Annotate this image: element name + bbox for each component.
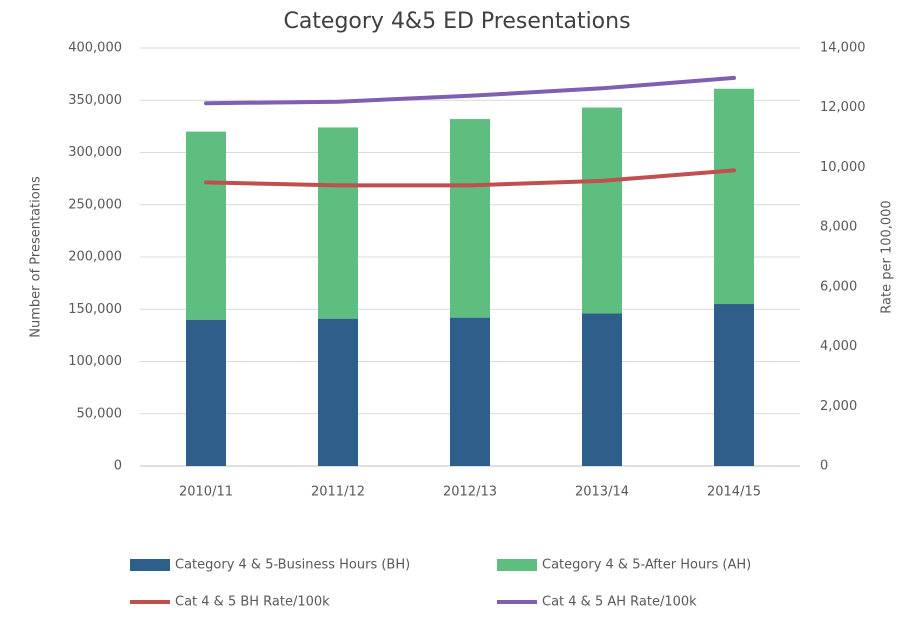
x-tick-label: 2012/13 xyxy=(443,485,497,500)
bar xyxy=(714,304,754,466)
x-tick-label: 2014/15 xyxy=(707,485,761,500)
y-tick-label: 300,000 xyxy=(68,145,122,160)
y-tick-label: 350,000 xyxy=(68,93,122,108)
bar xyxy=(186,131,226,320)
bar xyxy=(582,107,622,314)
bar xyxy=(582,313,622,466)
y2-tick-label: 14,000 xyxy=(820,41,866,56)
y2-tick-label: 10,000 xyxy=(820,160,866,175)
bar xyxy=(450,119,490,318)
legend-label: Category 4 & 5-After Hours (AH) xyxy=(542,558,751,573)
legend-swatch xyxy=(130,559,170,571)
y2-tick-label: 4,000 xyxy=(820,339,857,354)
y-tick-label: 100,000 xyxy=(68,354,122,369)
x-tick-label: 2013/14 xyxy=(575,485,629,500)
y2-tick-label: 6,000 xyxy=(820,279,857,294)
y2-tick-label: 0 xyxy=(820,459,828,474)
bar xyxy=(714,88,754,305)
y-tick-label: 200,000 xyxy=(68,250,122,265)
legend-label: Cat 4 & 5 AH Rate/100k xyxy=(542,595,697,610)
bar xyxy=(186,319,226,466)
bar xyxy=(318,318,358,466)
chart-title: Category 4&5 ED Presentations xyxy=(283,9,630,34)
y-axis-label: Number of Presentations xyxy=(29,176,44,338)
legend-label: Cat 4 & 5 BH Rate/100k xyxy=(175,595,330,610)
x-tick-label: 2011/12 xyxy=(311,485,365,500)
bar xyxy=(450,317,490,466)
line-series xyxy=(204,75,736,106)
y2-tick-label: 8,000 xyxy=(820,220,857,235)
y2-axis-label: Rate per 100,000 xyxy=(880,200,895,313)
y-tick-label: 0 xyxy=(114,459,122,474)
y-tick-label: 150,000 xyxy=(68,302,122,317)
x-tick-label: 2010/11 xyxy=(179,485,233,500)
y2-tick-label: 2,000 xyxy=(820,399,857,414)
legend-label: Category 4 & 5-Business Hours (BH) xyxy=(175,558,410,573)
y-tick-label: 400,000 xyxy=(68,41,122,56)
bar xyxy=(318,127,358,319)
y-tick-label: 250,000 xyxy=(68,197,122,212)
line-series xyxy=(204,168,736,188)
y2-tick-label: 12,000 xyxy=(820,100,866,115)
y-tick-label: 50,000 xyxy=(77,406,123,421)
legend-swatch xyxy=(497,559,537,571)
